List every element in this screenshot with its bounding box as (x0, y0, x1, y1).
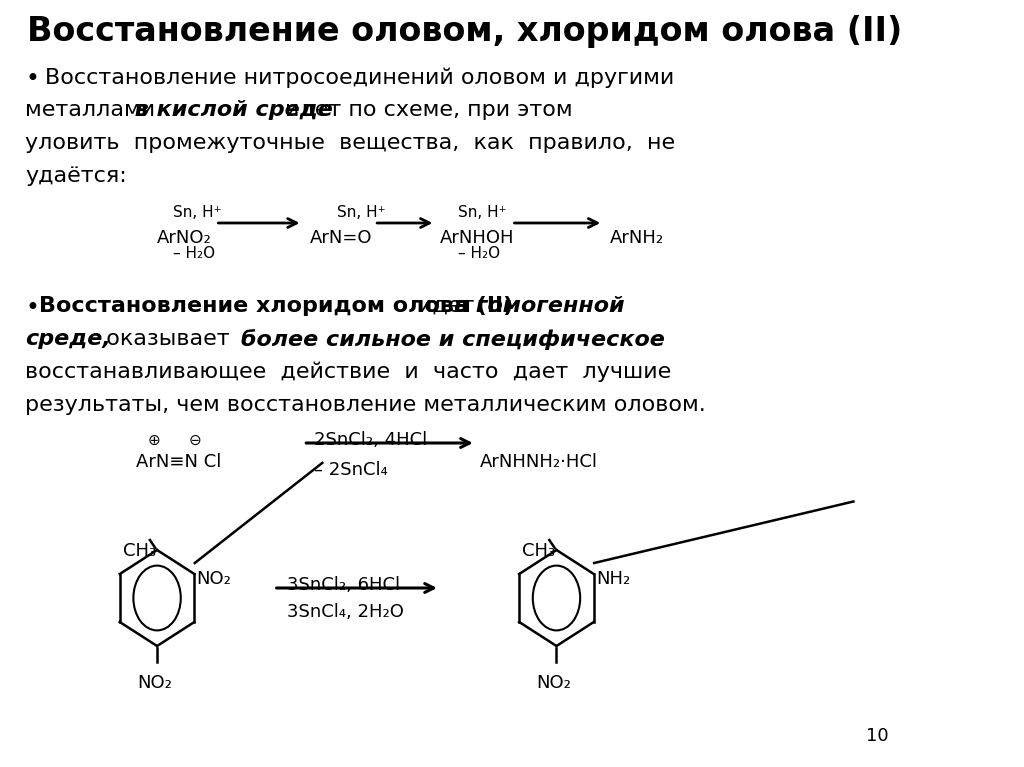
Text: ArNO₂: ArNO₂ (157, 229, 212, 247)
Text: уловить  промежуточные  вещества,  как  правило,  не: уловить промежуточные вещества, как прав… (26, 133, 675, 153)
Text: 3SnCl₂, 6HCl: 3SnCl₂, 6HCl (287, 576, 400, 594)
Text: 3SnCl₄, 2H₂O: 3SnCl₄, 2H₂O (287, 603, 404, 621)
Text: Sn, H⁺: Sn, H⁺ (173, 205, 222, 220)
Text: в гомогенной: в гомогенной (455, 296, 625, 316)
Text: восстанавливающее  действие  и  часто  дает  лучшие: восстанавливающее действие и часто дает … (26, 362, 672, 383)
Text: металлами: металлами (26, 100, 156, 120)
Text: NO₂: NO₂ (197, 570, 231, 588)
Text: идет по схеме, при этом: идет по схеме, при этом (286, 100, 573, 120)
Text: •: • (26, 296, 39, 320)
Text: в кислой среде: в кислой среде (127, 100, 340, 120)
Text: 2SnCl₂, 4HCl: 2SnCl₂, 4HCl (314, 431, 427, 449)
Text: ⊕: ⊕ (148, 433, 161, 448)
Text: среде,: среде, (26, 329, 111, 349)
Text: оказывает: оказывает (92, 329, 245, 349)
Text: Восстановление нитросоединений оловом и другими: Восстановление нитросоединений оловом и … (45, 67, 674, 87)
Text: CH₃: CH₃ (123, 542, 156, 560)
Text: ArNHNH₂·HCl: ArNHNH₂·HCl (480, 453, 598, 471)
Text: NH₂: NH₂ (596, 570, 630, 588)
Text: ⊖: ⊖ (188, 433, 202, 448)
Text: 10: 10 (866, 727, 889, 745)
Text: CH₃: CH₃ (522, 542, 555, 560)
Text: Sn, H⁺: Sn, H⁺ (337, 205, 385, 220)
Text: •: • (26, 67, 39, 91)
Text: ArNH₂: ArNH₂ (610, 229, 665, 247)
Text: ArN≡N Cl: ArN≡N Cl (136, 453, 222, 471)
Text: ArNHOH: ArNHOH (439, 229, 514, 247)
Text: – H₂O: – H₂O (173, 246, 215, 261)
Text: NO₂: NO₂ (137, 674, 172, 692)
Text: идет: идет (411, 296, 481, 316)
Text: Восстановление хлоридом олова (II): Восстановление хлоридом олова (II) (40, 296, 514, 316)
Text: результаты, чем восстановление металлическим оловом.: результаты, чем восстановление металличе… (26, 395, 706, 415)
Text: – H₂O: – H₂O (458, 246, 500, 261)
Text: ArN=O: ArN=O (309, 229, 372, 247)
Text: – 2SnCl₄: – 2SnCl₄ (314, 461, 388, 479)
Text: более сильное и специфическое: более сильное и специфическое (241, 329, 665, 350)
Text: NO₂: NO₂ (537, 674, 571, 692)
Text: Sn, H⁺: Sn, H⁺ (458, 205, 507, 220)
Text: Восстановление оловом, хлоридом олова (II): Восстановление оловом, хлоридом олова (I… (27, 15, 902, 48)
Text: удаётся:: удаётся: (26, 166, 127, 186)
